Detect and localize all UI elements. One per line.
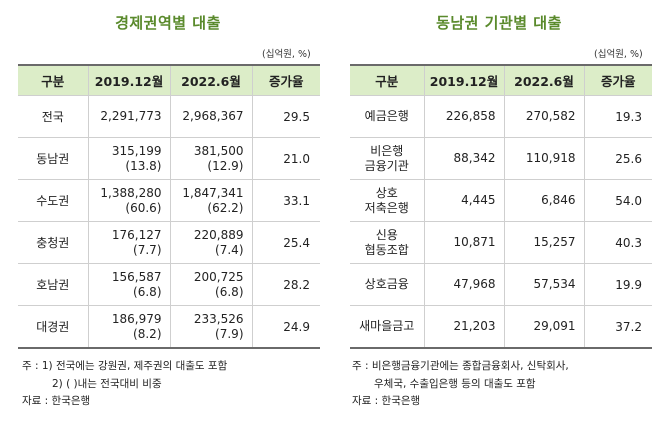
growth-rate: 25.6 (583, 137, 652, 180)
right-footnotes: 주 : 비은행금융기관에는 종합금융회사, 신탁회사, 우체국, 수출입은행 등… (352, 358, 569, 411)
row-label: 상호 저축은행 (350, 179, 425, 222)
growth-rate: 28.2 (251, 263, 320, 306)
table-row: 상호금융 47,968 57,534 19.9 (350, 263, 652, 306)
value-2019: 176,127 (7.7) (87, 221, 171, 264)
header-2019: 2019.12월 (423, 64, 505, 96)
table-header-row: 구분 2019.12월 2022.6월 증가율 (18, 64, 320, 96)
value-2019: 88,342 (423, 137, 505, 180)
source-note: 자료 : 한국은행 (352, 395, 421, 407)
footnote: 우체국, 수출입은행 등의 대출도 포함 (374, 377, 536, 390)
row-label: 상호금융 (350, 263, 425, 306)
row-label: 충청권 (18, 221, 89, 264)
header-category: 구분 (18, 64, 89, 96)
header-category: 구분 (350, 64, 425, 96)
value-2022: 110,918 (503, 137, 585, 180)
source-note: 자료 : 한국은행 (22, 395, 91, 407)
growth-rate: 19.3 (583, 95, 652, 138)
table-row: 호남권 156,587 (6.8) 200,725 (6.8) 28.2 (18, 263, 320, 306)
left-footnotes: 주 : 1) 전국에는 강원권, 제주권의 대출도 포함 2) ( )내는 전국… (22, 358, 227, 411)
left-loan-table: 구분 2019.12월 2022.6월 증가율 전국 2,291,773 2,9… (18, 64, 320, 349)
value-2022: 233,526 (7.9) (169, 305, 253, 349)
value-2022: 6,846 (503, 179, 585, 222)
header-2022: 2022.6월 (169, 64, 253, 96)
value-2019: 4,445 (423, 179, 505, 222)
right-table-title: 동남권 기관별 대출 (436, 14, 562, 32)
value-2022: 220,889 (7.4) (169, 221, 253, 264)
value-2022: 29,091 (503, 305, 585, 349)
row-label: 수도권 (18, 179, 89, 222)
header-2019: 2019.12월 (87, 64, 171, 96)
row-label: 대경권 (18, 305, 89, 349)
footnote: 2) ( )내는 전국대비 비중 (52, 377, 162, 390)
growth-rate: 33.1 (251, 179, 320, 222)
table-row: 새마을금고 21,203 29,091 37.2 (350, 305, 652, 349)
header-2022: 2022.6월 (503, 64, 585, 96)
value-2019: 10,871 (423, 221, 505, 264)
table-row: 동남권 315,199 (13.8) 381,500 (12.9) 21.0 (18, 137, 320, 180)
header-growth: 증가율 (251, 64, 320, 96)
growth-rate: 21.0 (251, 137, 320, 180)
growth-rate: 29.5 (251, 95, 320, 138)
table-row: 상호 저축은행 4,445 6,846 54.0 (350, 179, 652, 222)
right-loan-table: 구분 2019.12월 2022.6월 증가율 예금은행 226,858 270… (350, 64, 652, 349)
row-label: 비은행 금융기관 (350, 137, 425, 180)
table-header-row: 구분 2019.12월 2022.6월 증가율 (350, 64, 652, 96)
growth-rate: 40.3 (583, 221, 652, 264)
value-2022: 381,500 (12.9) (169, 137, 253, 180)
value-2019: 156,587 (6.8) (87, 263, 171, 306)
table-row: 신용 협동조합 10,871 15,257 40.3 (350, 221, 652, 264)
table-row: 대경권 186,979 (8.2) 233,526 (7.9) 24.9 (18, 305, 320, 349)
value-2019: 226,858 (423, 95, 505, 138)
footnote: 주 : 비은행금융기관에는 종합금융회사, 신탁회사, (352, 360, 569, 372)
row-label: 새마을금고 (350, 305, 425, 349)
row-label: 호남권 (18, 263, 89, 306)
row-label: 동남권 (18, 137, 89, 180)
value-2022: 2,968,367 (169, 95, 253, 138)
growth-rate: 25.4 (251, 221, 320, 264)
value-2019: 47,968 (423, 263, 505, 306)
table-row: 수도권 1,388,280 (60.6) 1,847,341 (62.2) 33.1 (18, 179, 320, 222)
row-label: 전국 (18, 95, 89, 138)
value-2022: 15,257 (503, 221, 585, 264)
value-2019: 2,291,773 (87, 95, 171, 138)
value-2022: 57,534 (503, 263, 585, 306)
table-row: 예금은행 226,858 270,582 19.3 (350, 95, 652, 138)
value-2019: 315,199 (13.8) (87, 137, 171, 180)
growth-rate: 19.9 (583, 263, 652, 306)
header-growth: 증가율 (583, 64, 652, 96)
growth-rate: 37.2 (583, 305, 652, 349)
growth-rate: 54.0 (583, 179, 652, 222)
table-row: 충청권 176,127 (7.7) 220,889 (7.4) 25.4 (18, 221, 320, 264)
growth-rate: 24.9 (251, 305, 320, 349)
value-2022: 1,847,341 (62.2) (169, 179, 253, 222)
value-2019: 186,979 (8.2) (87, 305, 171, 349)
right-unit-label: (십억원, %) (594, 49, 643, 60)
left-table-title: 경제권역별 대출 (115, 14, 221, 32)
value-2019: 21,203 (423, 305, 505, 349)
value-2019: 1,388,280 (60.6) (87, 179, 171, 222)
value-2022: 200,725 (6.8) (169, 263, 253, 306)
row-label: 신용 협동조합 (350, 221, 425, 264)
value-2022: 270,582 (503, 95, 585, 138)
footnote: 주 : 1) 전국에는 강원권, 제주권의 대출도 포함 (22, 360, 228, 372)
table-row: 전국 2,291,773 2,968,367 29.5 (18, 95, 320, 138)
left-unit-label: (십억원, %) (262, 49, 311, 60)
table-row: 비은행 금융기관 88,342 110,918 25.6 (350, 137, 652, 180)
row-label: 예금은행 (350, 95, 425, 138)
